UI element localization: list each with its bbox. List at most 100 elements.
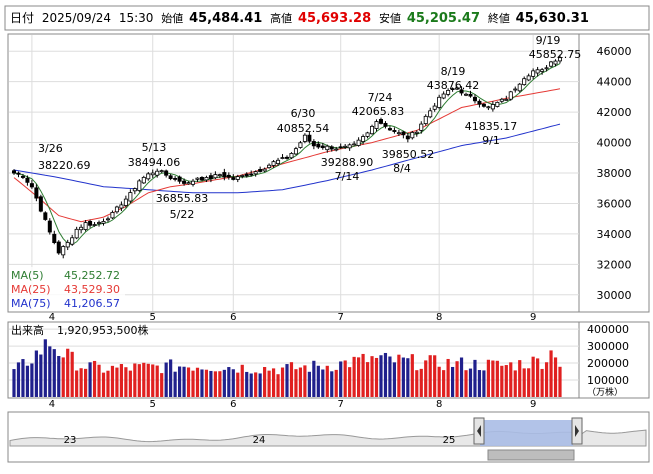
candle-body [504, 99, 509, 101]
candle-body [182, 180, 187, 184]
volume-bar [352, 356, 356, 397]
candle-body [450, 88, 455, 90]
candle-body [553, 60, 558, 65]
candle-body [298, 142, 303, 148]
volume-bar [285, 364, 289, 397]
annotation-date: 5/22 [170, 208, 195, 221]
month-axis-bottom: 4 5 6 7 8 9 [49, 399, 537, 410]
candle-body [20, 175, 25, 178]
volume-value: 1,920,953,500株 [57, 323, 148, 337]
volume-bar [30, 363, 34, 397]
candle-body [526, 75, 531, 81]
time-value: 15:30 [119, 11, 154, 25]
volume-bar [379, 355, 383, 397]
candle-body [558, 57, 563, 62]
candle-body [253, 171, 258, 175]
volume-bar [137, 364, 141, 397]
volume-bar [88, 362, 92, 397]
volume-bar [392, 362, 397, 397]
month-label: 6 [230, 312, 236, 323]
volume-bar [84, 368, 88, 397]
volume-bar [549, 350, 553, 397]
price-axis: 30000 32000 34000 36000 38000 40000 42000 44000… [597, 45, 632, 302]
candle-body [378, 119, 383, 124]
candle-body [531, 70, 536, 77]
candle-body [92, 224, 97, 226]
candle-body [329, 146, 334, 150]
volume-bar [504, 365, 508, 397]
navigator-year-labels: 23 24 25 [64, 435, 456, 446]
candle-body [114, 206, 119, 213]
volume-bar [106, 370, 110, 397]
annotation-date: 9/19 [536, 34, 561, 47]
annotation-value: 36855.83 [156, 192, 209, 205]
volume-bar [218, 371, 222, 397]
candle-body [79, 226, 84, 231]
volume-bar [169, 359, 173, 397]
annotation-value: 42065.83 [352, 105, 405, 118]
annotation-value: 39288.90 [321, 156, 374, 169]
month-axis-top: 4 5 6 7 8 9 [49, 312, 537, 323]
volume-bar [357, 357, 361, 397]
navigator-selection[interactable] [480, 420, 573, 446]
volume-bar [61, 357, 65, 397]
volume-tick-label: 100000 [587, 374, 629, 387]
volume-bar [303, 365, 307, 397]
candle-body [387, 128, 392, 131]
candle-body [302, 134, 307, 142]
candle-body [56, 241, 61, 254]
candle-body [320, 145, 325, 149]
price-tick-label: 40000 [597, 137, 632, 150]
annotation-date: 7/24 [368, 91, 393, 104]
candle-body [419, 123, 424, 131]
navigator-left-handle[interactable] [473, 417, 485, 445]
volume-bar [182, 366, 186, 397]
volume-bar [307, 371, 311, 397]
volume-bar [433, 355, 437, 397]
candle-body [159, 170, 164, 173]
volume-bar [52, 349, 56, 397]
candle-body [97, 222, 102, 224]
candle-body [249, 173, 254, 176]
volume-bars [12, 339, 562, 397]
volume-bar [240, 364, 244, 397]
chevron-right-icon [575, 425, 579, 437]
candle-body [468, 93, 473, 97]
volume-bar [231, 369, 235, 397]
annotation-date: 3/26 [38, 142, 63, 155]
ma-legend-box [9, 267, 125, 311]
candle-body [11, 170, 16, 174]
volume-bar [419, 368, 423, 397]
volume-bar [544, 362, 549, 397]
navigator-scrollbar-thumb[interactable] [487, 449, 575, 461]
navigator-right-handle[interactable] [571, 417, 583, 445]
volume-bar [518, 360, 522, 397]
volume-bar [540, 368, 544, 397]
volume-bar [249, 373, 253, 397]
candle-body [513, 88, 518, 91]
candle-body [141, 176, 146, 184]
candle-body [490, 104, 495, 110]
volume-bar [446, 358, 450, 397]
price-tick-label: 38000 [597, 167, 632, 180]
date-value: 2025/09/24 [42, 11, 111, 25]
volume-bar [186, 367, 191, 397]
volume-bar [406, 358, 410, 397]
candle-body [132, 188, 137, 192]
candle-body [16, 172, 21, 175]
annotation-date: 7/14 [335, 170, 360, 183]
month-label: 7 [338, 312, 344, 323]
volume-bar [553, 357, 558, 397]
volume-bar [48, 346, 52, 397]
volume-bar [424, 360, 428, 397]
candle-body [414, 131, 419, 134]
candle-body [70, 237, 75, 245]
volume-bar [119, 364, 124, 397]
candle-body [88, 221, 93, 226]
price-tick-label: 44000 [597, 76, 632, 89]
candle-body [464, 93, 469, 96]
candle-body [65, 242, 70, 248]
candle-body [137, 180, 142, 191]
ma25-label: MA(25) [11, 283, 51, 296]
